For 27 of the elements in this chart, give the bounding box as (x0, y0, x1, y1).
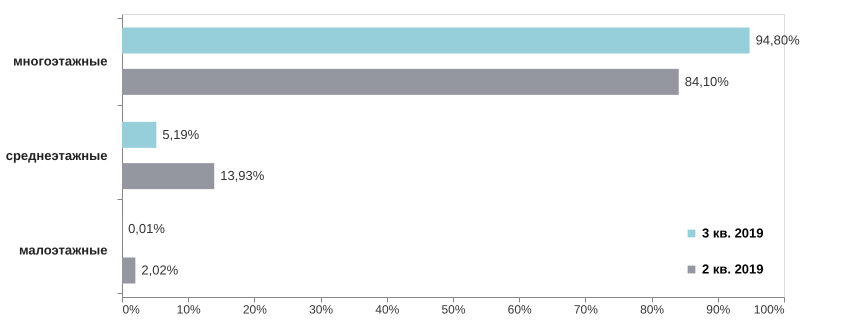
y-tick-label: многоэтажные (13, 54, 108, 69)
x-tick-label: 80% (640, 302, 664, 316)
x-tick-label: 70% (574, 302, 598, 316)
data-label: 0,01% (128, 221, 166, 236)
bar (122, 68, 679, 95)
x-tick-label: 60% (508, 302, 532, 316)
data-label: 84,10% (684, 74, 730, 89)
legend-label: 2 кв. 2019 (702, 262, 764, 276)
x-tick-label: 30% (309, 302, 334, 316)
x-tick-label: 20% (242, 302, 268, 316)
x-tick-label: 90% (706, 302, 731, 316)
legend-label: 3 кв. 2019 (702, 226, 764, 240)
data-label: 5,19% (162, 126, 200, 142)
bar (122, 28, 750, 54)
data-label: 94,80% (756, 32, 800, 48)
x-tick-label: 100% (754, 302, 785, 316)
data-label: 13,93% (220, 168, 265, 184)
x-tick-label: 10% (176, 302, 202, 316)
x-tick-label: 40% (375, 302, 400, 316)
x-tick-label: 50% (441, 302, 466, 316)
x-tick-label: 0% (122, 302, 140, 316)
y-tick-label: малоэтажные (18, 242, 108, 258)
y-tick-label: среднеэтажные (6, 148, 108, 163)
bar (122, 163, 214, 190)
data-label: 2,02% (141, 262, 179, 278)
bar (122, 257, 136, 284)
bar (122, 122, 156, 148)
